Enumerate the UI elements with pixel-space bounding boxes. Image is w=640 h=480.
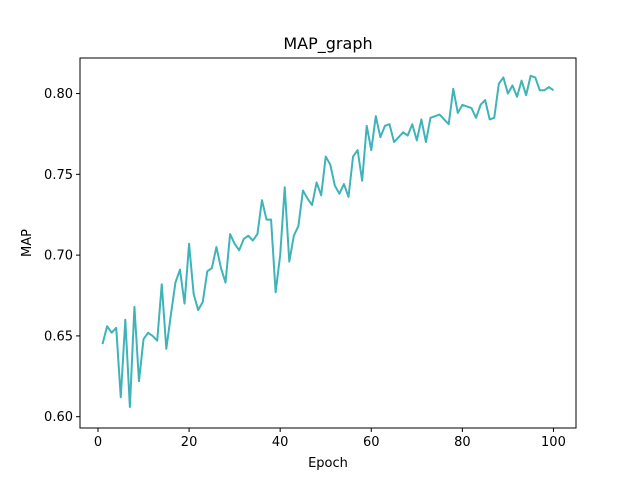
x-tick-label: 20 xyxy=(181,435,198,450)
x-tick-label: 40 xyxy=(272,435,289,450)
x-tick-label: 80 xyxy=(454,435,471,450)
plot-area xyxy=(101,74,555,408)
axis-ticks: 0 20 40 60 80 100 0.60 0.65 0.70 0.75 0.80 xyxy=(44,87,566,450)
series-line-0 xyxy=(101,74,555,408)
x-tick-label: 60 xyxy=(363,435,380,450)
y-tick-label: 0.75 xyxy=(44,168,73,183)
axes-frame xyxy=(79,57,577,429)
y-tick-label: 0.70 xyxy=(44,249,73,264)
y-tick-label: 0.65 xyxy=(44,329,73,344)
x-tick-label: 100 xyxy=(541,435,566,450)
y-tick-label: 0.80 xyxy=(44,87,73,102)
chart-title: MAP_graph xyxy=(283,34,372,54)
y-tick-label: 0.60 xyxy=(44,410,73,425)
x-tick-label: 0 xyxy=(94,435,102,450)
x-axis-title: Epoch xyxy=(308,456,348,471)
y-axis-title: MAP xyxy=(20,229,35,257)
